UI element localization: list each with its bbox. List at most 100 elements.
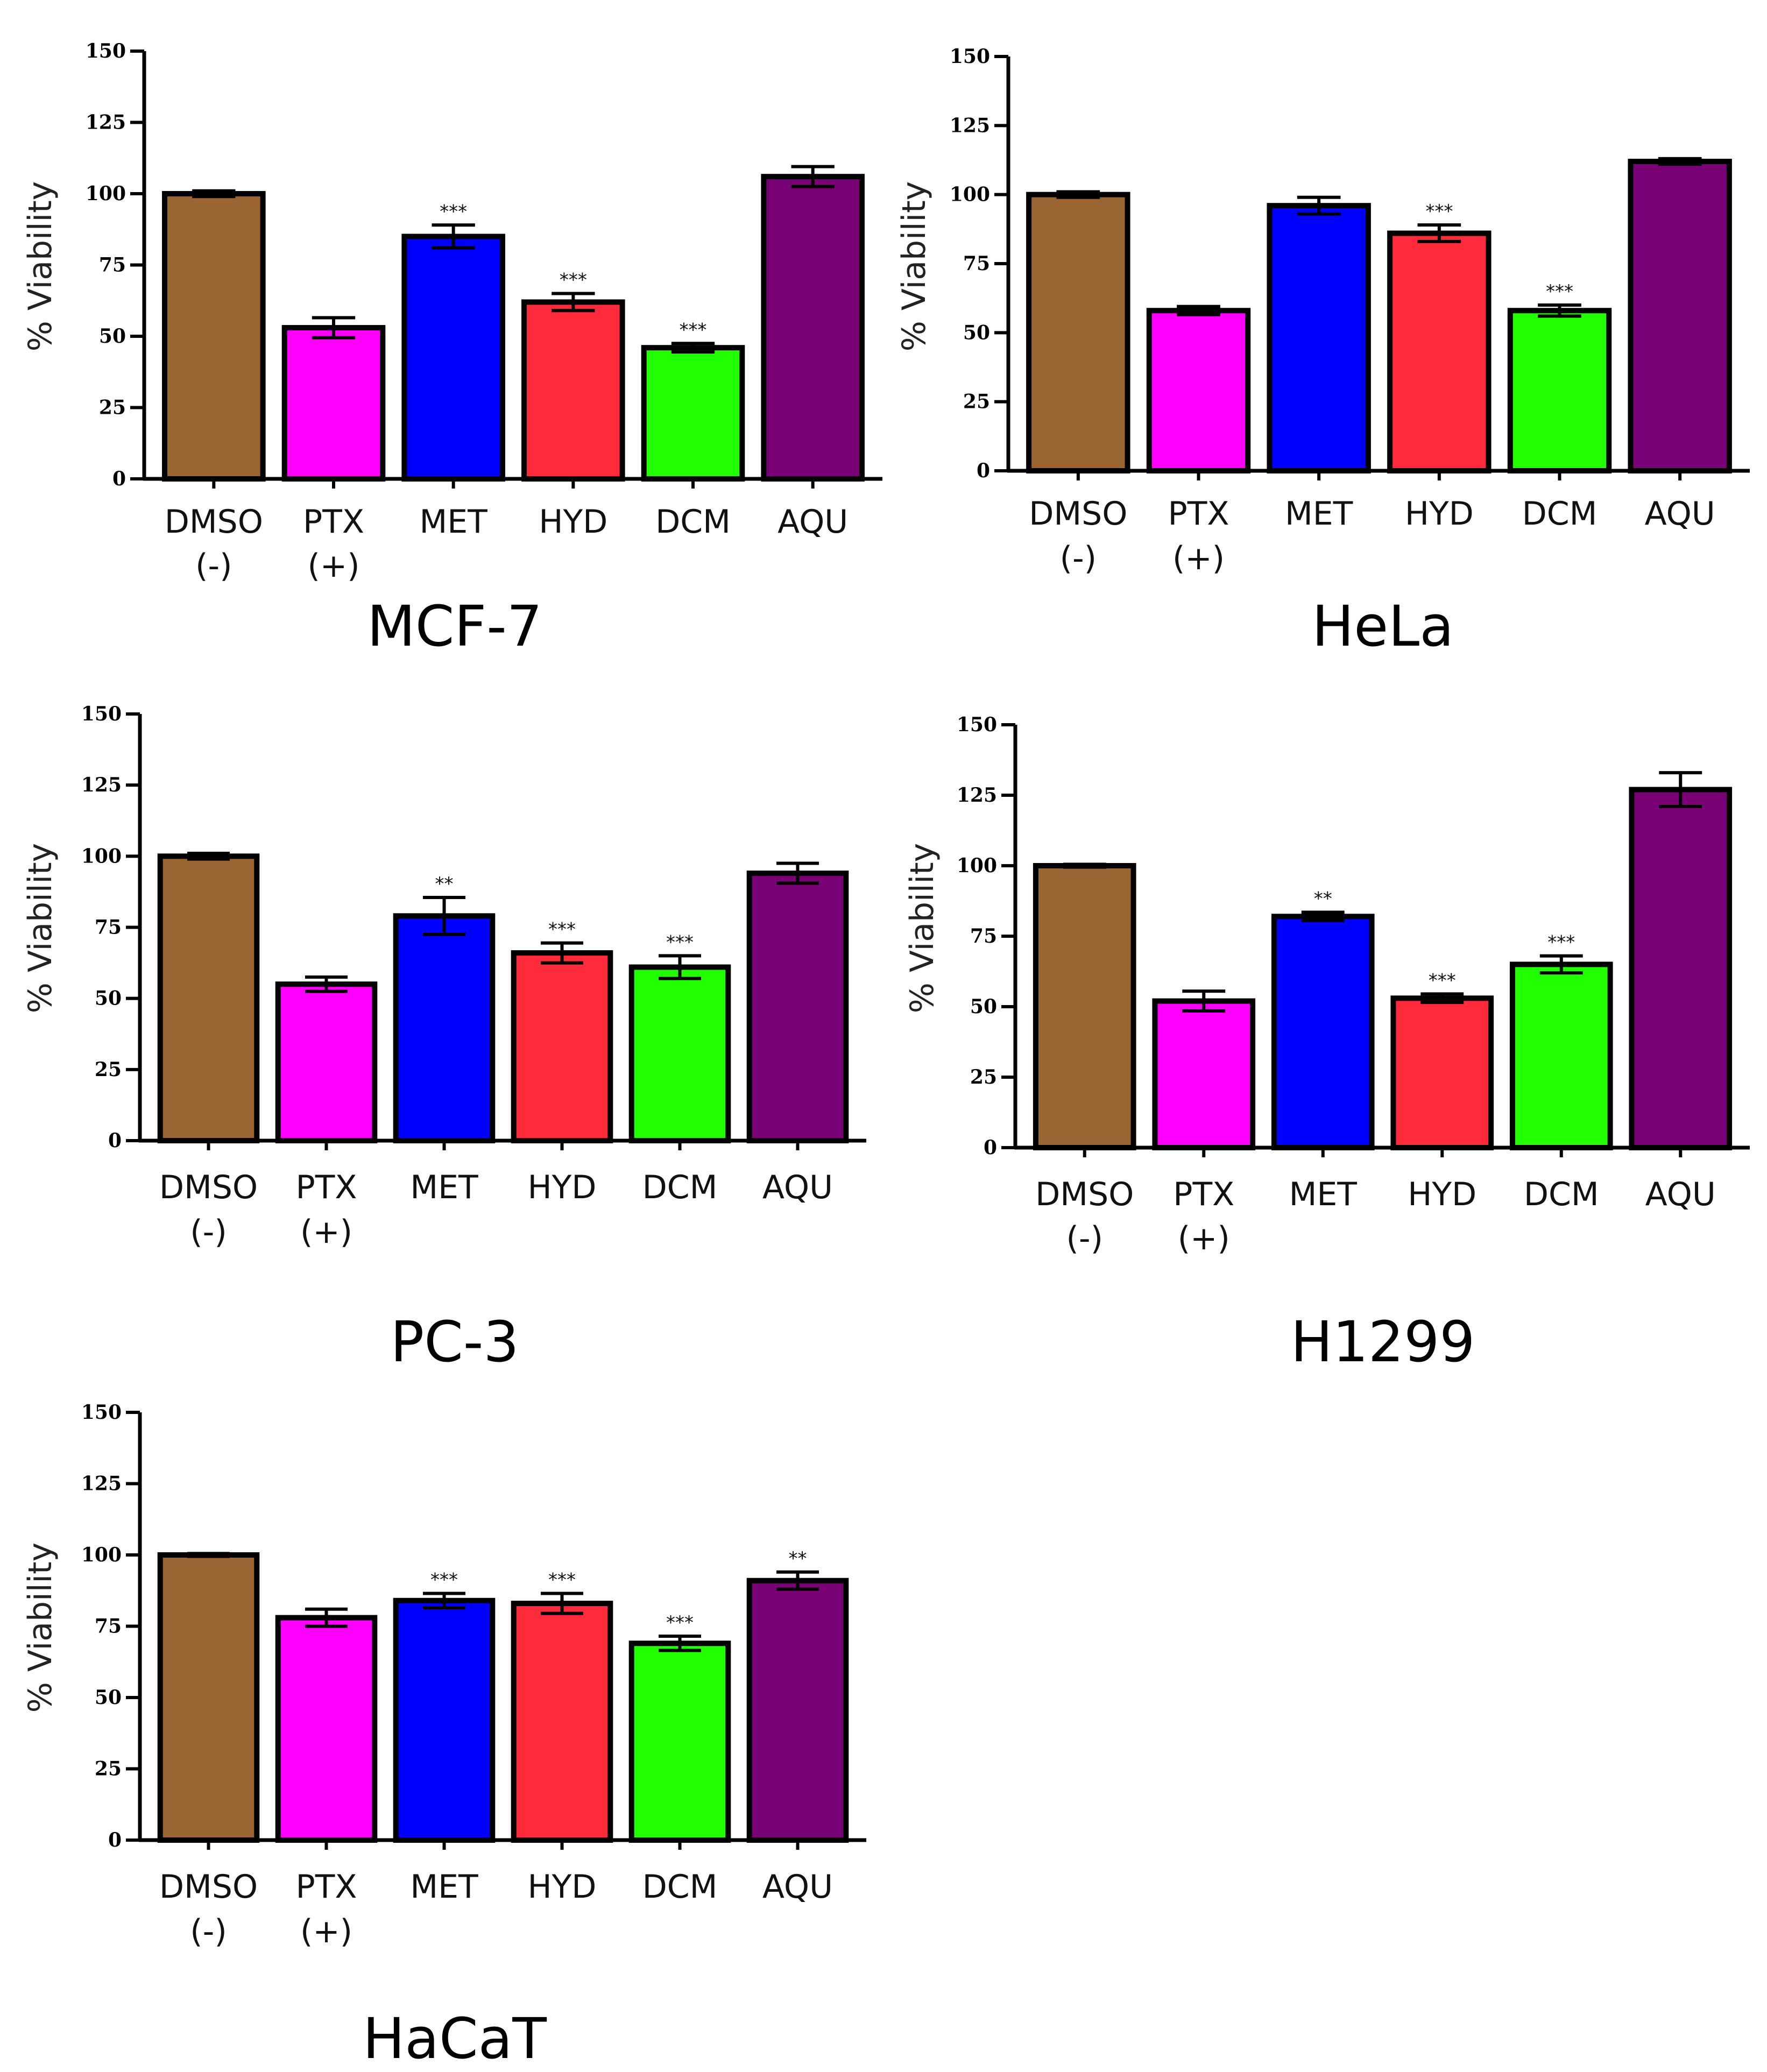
significance-label: ***: [560, 270, 587, 291]
x-category-label: HYD: [528, 1169, 597, 1206]
x-sublabel: (+): [1172, 540, 1225, 577]
error-bar: [422, 1592, 466, 1610]
y-axis-label: % Viability: [903, 843, 941, 1013]
x-category-label: AQU: [762, 1868, 833, 1906]
bar-dcm: [628, 964, 731, 1143]
bar-met: [1271, 914, 1375, 1150]
chart-hela: 0 25 50 75 100 125 150 % Viability DMSO (-) PTX (+)…: [895, 45, 1750, 659]
bar-hyd: [511, 950, 613, 1143]
x-category-label: DMSO: [1035, 1176, 1134, 1213]
bar-hyd: [1390, 995, 1494, 1151]
error-bar: [1658, 157, 1702, 166]
chart-title: MCF-7: [367, 593, 542, 659]
x-sublabel: (-): [190, 1913, 227, 1950]
y-tick-label: 150: [81, 1401, 122, 1424]
y-tick-label: 75: [970, 925, 997, 947]
significance-label: ***: [440, 201, 467, 222]
chart-panel-mcf7: 0 25 50 75 100 125 150 % Viability DMSO (-) PTX (+)…: [0, 0, 883, 694]
error-bar: [1177, 305, 1220, 316]
significance-label: ***: [1425, 201, 1453, 222]
significance-label: ***: [666, 931, 694, 953]
y-tick-label: 50: [963, 321, 990, 344]
bar-ptx: [275, 1615, 378, 1843]
bar-met: [401, 234, 505, 482]
x-sublabel: (+): [300, 1913, 352, 1950]
y-tick-label: 100: [81, 1544, 122, 1566]
y-tick-label: 125: [950, 114, 990, 137]
x-category-label: PTX: [296, 1868, 357, 1906]
error-bar: [305, 1607, 348, 1628]
x-category-label: HYD: [539, 503, 607, 541]
y-axis-label: % Viability: [22, 843, 59, 1013]
y-tick-label: 0: [108, 1829, 122, 1851]
x-category-label: MET: [1289, 1176, 1358, 1213]
error-bar: [187, 852, 230, 861]
x-category-label: DMSO: [165, 503, 263, 541]
y-tick-label: 75: [99, 254, 126, 277]
bar-met: [393, 1597, 496, 1843]
y-tick-label: 75: [95, 1615, 122, 1638]
x-sublabel: (-): [190, 1213, 227, 1251]
error-bar: [305, 975, 348, 993]
x-category-label: DCM: [642, 1868, 718, 1906]
significance-label: ***: [548, 919, 576, 940]
x-category-label: AQU: [1645, 1176, 1716, 1213]
x-category-label: PTX: [1168, 495, 1229, 533]
x-sublabel: (+): [300, 1213, 352, 1251]
y-tick-label: 150: [957, 713, 997, 736]
y-tick-label: 125: [86, 111, 126, 134]
x-sublabel: (-): [1066, 1220, 1103, 1257]
bar-dcm: [1507, 308, 1612, 473]
y-tick-label: 150: [86, 40, 126, 62]
x-sublabel: (+): [307, 547, 359, 585]
error-bar: [552, 292, 595, 313]
x-sublabel: (-): [1060, 540, 1097, 577]
bar-dmso: [157, 1552, 260, 1843]
bar-aqu: [761, 174, 865, 482]
y-tick-label: 50: [970, 995, 997, 1018]
chart-panel-h1299: 0 25 50 75 100 125 150 % Viability DMSO (-) PTX (+)…: [883, 694, 1767, 1388]
y-tick-label: 125: [957, 784, 997, 807]
significance-label: ***: [548, 1569, 576, 1591]
chart-panel-hela: 0 25 50 75 100 125 150 % Viability DMSO (-) PTX (+)…: [883, 0, 1767, 694]
error-bar: [658, 954, 702, 980]
x-category-label: DCM: [642, 1169, 718, 1206]
bar-aqu: [1628, 159, 1732, 474]
x-category-label: MET: [420, 503, 488, 541]
error-bar: [1297, 195, 1341, 216]
significance-label: **: [435, 873, 454, 895]
y-axis-label: % Viability: [22, 1543, 59, 1713]
bar-hyd: [511, 1601, 613, 1843]
error-bar: [658, 1635, 702, 1652]
y-tick-label: 125: [81, 774, 122, 796]
y-tick-label: 25: [99, 397, 126, 419]
x-category-label: MET: [410, 1169, 478, 1206]
error-bar: [1301, 910, 1345, 923]
bar-ptx: [281, 325, 386, 482]
error-bar: [1539, 954, 1583, 975]
bar-ptx: [1146, 308, 1251, 473]
error-bar: [422, 895, 466, 936]
error-bar: [187, 1552, 230, 1558]
significance-label: ***: [680, 319, 707, 341]
significance-label: ***: [666, 1612, 694, 1633]
x-category-label: PTX: [296, 1169, 357, 1206]
x-category-label: PTX: [1173, 1176, 1234, 1213]
significance-label: ***: [1429, 970, 1456, 991]
x-category-label: DMSO: [159, 1169, 258, 1206]
y-tick-label: 150: [81, 703, 122, 725]
error-bar: [791, 165, 835, 188]
y-tick-label: 0: [112, 468, 126, 490]
x-category-label: DCM: [655, 503, 731, 541]
y-tick-label: 50: [95, 1686, 122, 1709]
y-tick-label: 50: [99, 325, 126, 348]
y-tick-label: 0: [108, 1129, 122, 1152]
x-category-label: MET: [410, 1868, 478, 1906]
y-tick-label: 75: [95, 916, 122, 939]
bar-dcm: [1509, 961, 1613, 1150]
significance-label: ***: [430, 1569, 458, 1591]
x-category-label: HYD: [528, 1868, 597, 1906]
x-sublabel: (+): [1178, 1220, 1230, 1257]
y-axis-label: % Viability: [895, 181, 933, 351]
x-category-label: HYD: [1405, 495, 1474, 533]
